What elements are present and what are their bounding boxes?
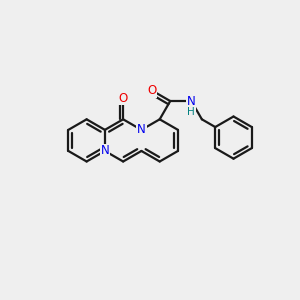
Text: H: H <box>188 107 195 117</box>
Text: N: N <box>137 123 146 136</box>
Text: O: O <box>147 84 157 97</box>
Text: O: O <box>118 92 128 105</box>
Text: N: N <box>100 145 109 158</box>
Text: N: N <box>187 94 196 108</box>
